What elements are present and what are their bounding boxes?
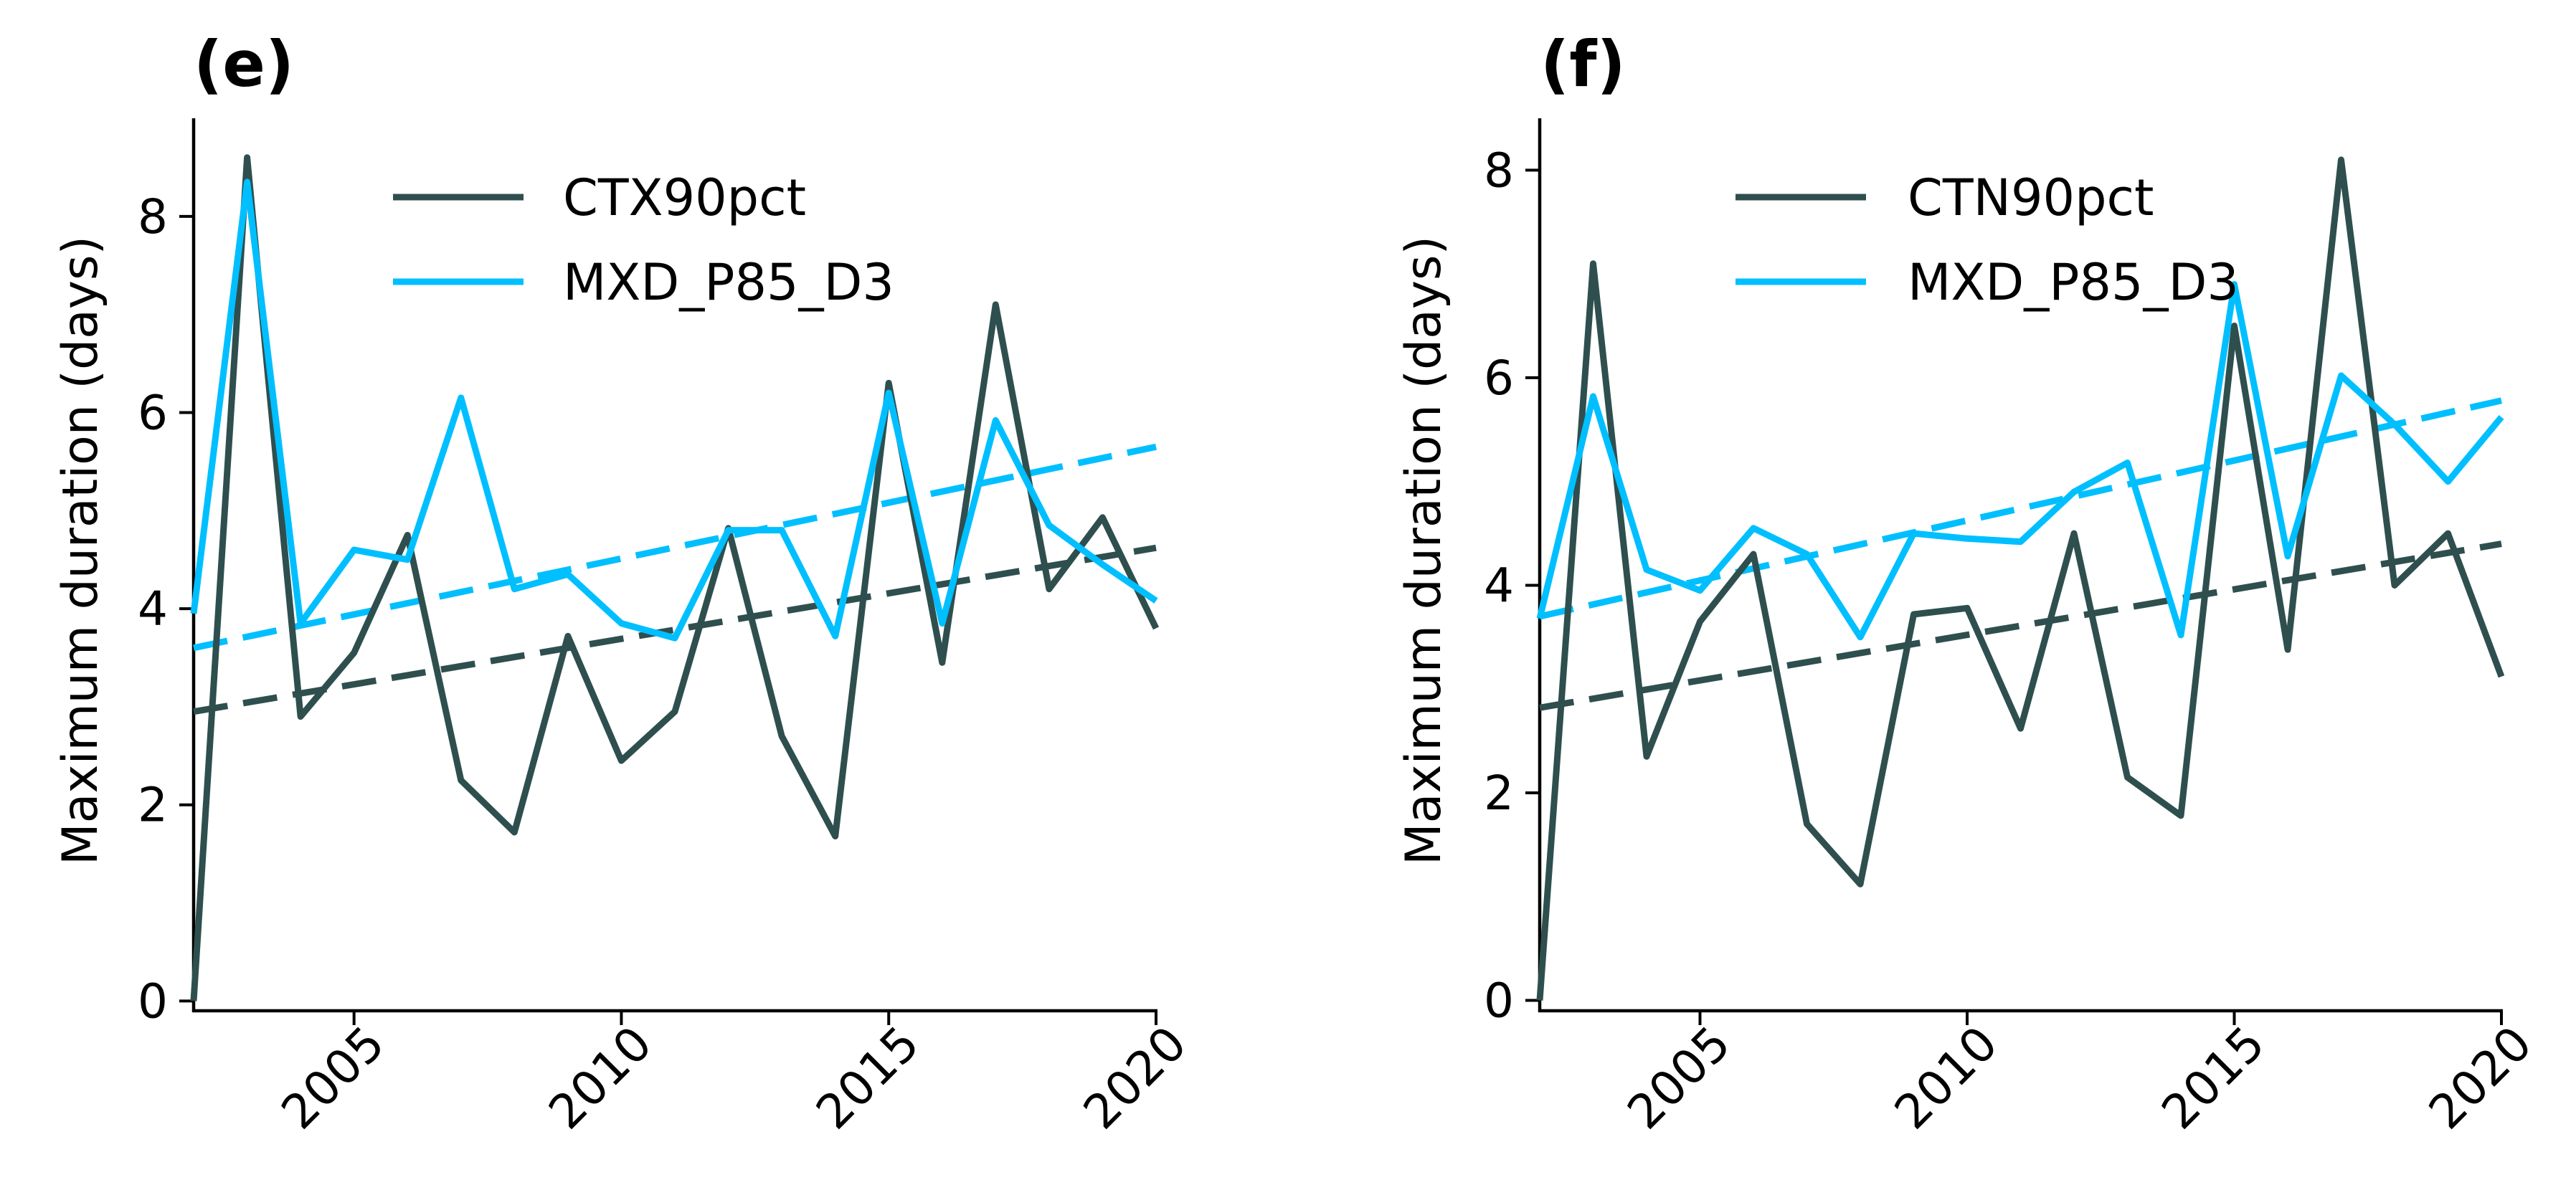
panel-e: (e) Maximum duration (days) 0 2 4 6 8 2005 201… xyxy=(52,27,1197,1140)
legend-label-mxd-p85-d3: MXD_P85_D3 xyxy=(563,253,894,312)
y-tick-label: 8 xyxy=(138,189,168,244)
y-tick-label: 2 xyxy=(138,778,168,833)
legend-label-ctn90pct: CTN90pct xyxy=(1908,168,2154,227)
y-tick-label: 4 xyxy=(138,581,168,637)
y-tick-label: 8 xyxy=(1484,143,1514,198)
panel-label: (e) xyxy=(194,27,294,101)
x-tick-label: 2005 xyxy=(271,1016,395,1140)
trend-line-ctn90pct xyxy=(1539,541,2502,711)
legend-label-mxd-p85-d3: MXD_P85_D3 xyxy=(1908,253,2239,312)
panel-f: (f) Maximum duration (days) 0 2 4 6 8 2005 201… xyxy=(1396,27,2542,1140)
trend-line-ctx90pct xyxy=(193,544,1157,715)
y-tick-label: 2 xyxy=(1484,766,1514,821)
y-tick-label: 4 xyxy=(1484,558,1514,613)
trend-line-mxd-p85-d3 xyxy=(1539,397,2502,620)
legend-label-ctx90pct: CTX90pct xyxy=(563,168,806,227)
legend: CTN90pct MXD_P85_D3 xyxy=(1736,168,2239,312)
panel-label: (f) xyxy=(1540,27,1626,101)
x-tick-label: 2010 xyxy=(539,1016,663,1140)
x-tick-label: 2010 xyxy=(1884,1016,2008,1140)
legend: CTX90pct MXD_P85_D3 xyxy=(393,168,894,312)
x-tick-label: 2005 xyxy=(1617,1016,1741,1140)
x-tick-label: 2015 xyxy=(805,1016,929,1140)
y-tick-label: 6 xyxy=(1484,351,1514,406)
trend-line-mxd-p85-d3 xyxy=(193,443,1157,652)
y-tick-label: 0 xyxy=(138,973,168,1029)
series-line-mxd-p85-d3 xyxy=(1536,281,2504,641)
x-tick-label: 2020 xyxy=(2418,1016,2542,1140)
x-tick-label: 2020 xyxy=(1073,1016,1197,1140)
y-tick-label: 0 xyxy=(1484,973,1514,1029)
x-tick-label: 2015 xyxy=(2151,1016,2276,1140)
y-axis-label: Maximum duration (days) xyxy=(1396,236,1452,865)
y-tick-label: 6 xyxy=(138,385,168,440)
y-axis-label: Maximum duration (days) xyxy=(52,236,109,865)
